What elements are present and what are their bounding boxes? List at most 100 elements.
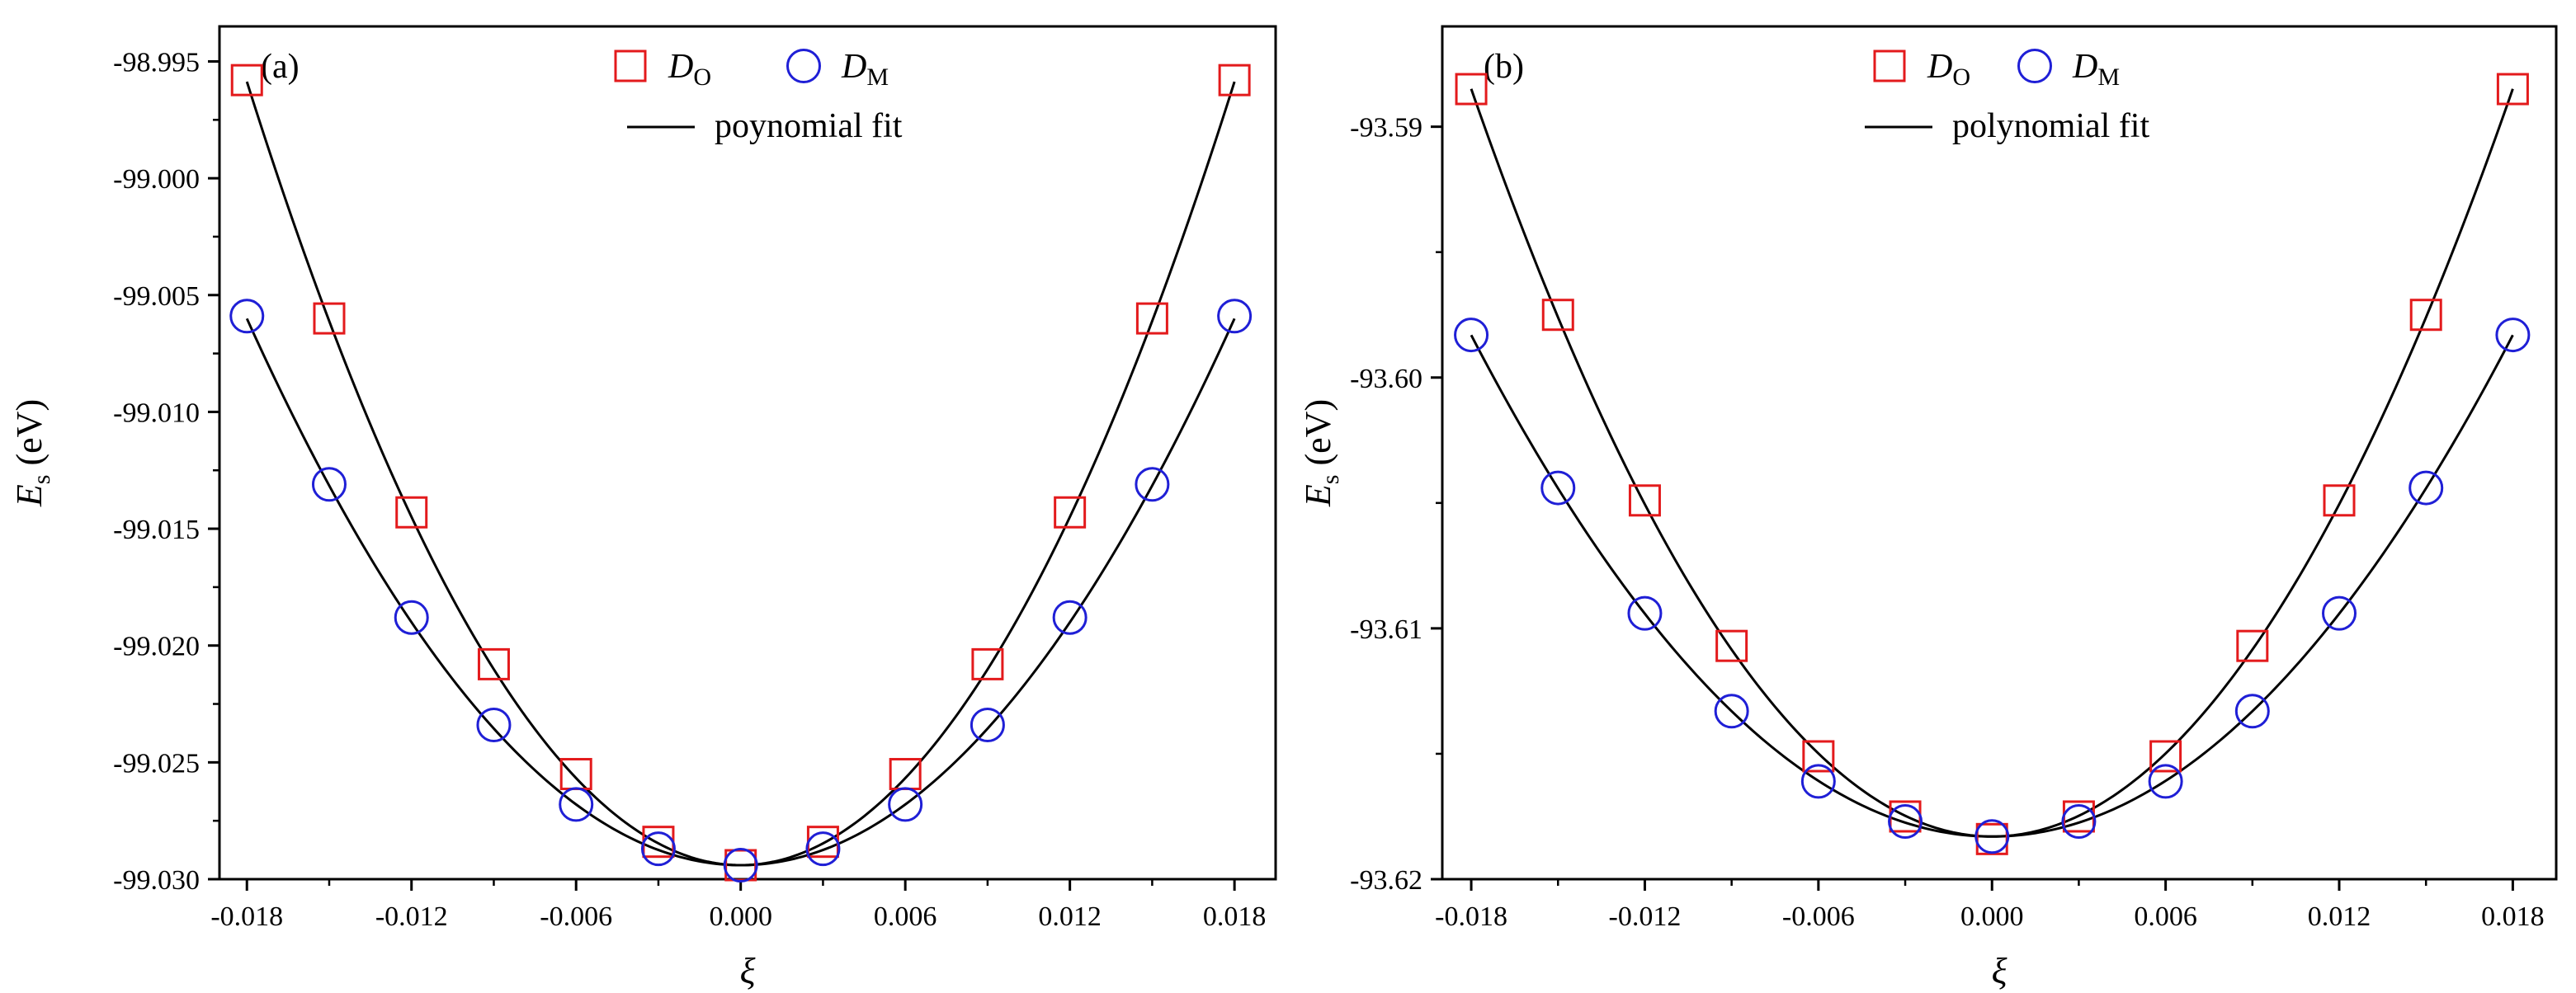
legend-marker-m [2017, 49, 2052, 83]
x-tick-label: 0.006 [2134, 901, 2197, 932]
data-point [1455, 73, 1488, 106]
y-axis-label-subscript: s [1317, 475, 1344, 485]
legend-label-fit: polynomial fit [1952, 107, 2149, 145]
data-point [395, 496, 428, 529]
fit-curve-do [245, 81, 1236, 867]
legend-marker-m [786, 49, 821, 83]
legend-symbol: D [2072, 48, 2097, 86]
y-axis-label-symbol: E [1298, 484, 1338, 507]
data-point [1974, 819, 2010, 854]
y-tick-label: -93.59 [1350, 113, 1422, 144]
data-point [1054, 496, 1087, 529]
y-axis-label-subscript: s [28, 475, 55, 485]
x-tick-label: 0.012 [2308, 901, 2371, 932]
data-point [1218, 64, 1251, 96]
legend-label-o: DO [668, 48, 711, 91]
x-tick-label: 0.018 [1203, 901, 1267, 932]
x-axis-label: ξ [1992, 951, 2007, 991]
y-tick-label: -93.62 [1350, 865, 1422, 896]
x-tick-label: 0.018 [2481, 901, 2545, 932]
data-point [1714, 694, 1749, 729]
x-tick-label: 0.006 [874, 901, 937, 932]
y-tick-label: -99.015 [113, 515, 200, 545]
series-d-m [229, 299, 1253, 883]
data-point [1888, 804, 1923, 840]
legend-marker-o [1873, 49, 1906, 82]
legend-subscript: O [693, 64, 711, 91]
legend-marker-o [614, 49, 647, 82]
legend-label-fit: poynomial fit [715, 107, 903, 145]
y-tick-label: -93.60 [1350, 364, 1422, 394]
data-point [230, 64, 263, 96]
x-tick-label: -0.006 [540, 901, 612, 932]
fit-curve-do [1470, 88, 2514, 838]
data-point [2323, 484, 2356, 517]
legend-symbol: D [668, 48, 693, 86]
chart-panel-a: -0.018 -0.012 -0.006 0.000 0.006 0.012 0.018 -9… [9, 25, 1277, 991]
data-point [2234, 694, 2270, 729]
panel-label: (b) [1484, 48, 1524, 86]
data-point [311, 467, 347, 502]
y-tick-label: -99.010 [113, 398, 200, 428]
data-point [2061, 804, 2097, 840]
data-point [806, 826, 839, 859]
x-tick-label: -0.012 [375, 901, 448, 932]
plot-frame [218, 25, 1277, 881]
legend-subscript: M [866, 64, 889, 91]
y-tick-label: -93.61 [1350, 614, 1422, 645]
y-tick-label: -99.000 [113, 164, 200, 195]
data-point [1135, 467, 1170, 502]
x-tick-label: 0.012 [1038, 901, 1102, 932]
y-tick-label: -99.020 [113, 632, 200, 662]
plot-frame [1441, 25, 2558, 881]
x-tick-label: 0.000 [709, 901, 772, 932]
data-point [1802, 740, 1835, 773]
data-point [2322, 595, 2357, 631]
data-point [1454, 318, 1489, 353]
data-point [889, 758, 922, 791]
legend-label-o: DO [1927, 48, 1970, 91]
data-point [2496, 73, 2529, 106]
y-axis-label: Es (eV) [9, 399, 55, 507]
data-point [2409, 470, 2444, 506]
data-point [1135, 302, 1168, 335]
data-point [313, 302, 346, 335]
x-tick-label: 0.000 [1960, 901, 2024, 932]
data-point [970, 708, 1005, 743]
y-axis-label-unit: (eV) [1298, 399, 1338, 475]
y-axis-label-symbol: E [9, 484, 50, 507]
data-point [1800, 764, 1836, 799]
data-point [2148, 764, 2183, 799]
x-tick-label: -0.018 [210, 901, 283, 932]
data-point [1217, 299, 1253, 334]
data-point [2149, 740, 2182, 773]
series-d-o [230, 64, 1251, 882]
fit-curve-dm [1470, 334, 2514, 838]
data-point [2495, 318, 2531, 353]
data-point [559, 787, 594, 822]
y-tick-label: -98.995 [113, 47, 200, 78]
data-point [477, 647, 510, 680]
data-point [476, 708, 512, 743]
y-tick-label: -99.005 [113, 281, 200, 312]
legend-subscript: O [1952, 64, 1970, 91]
legend-symbol: D [841, 48, 866, 86]
y-axis-label-unit: (eV) [9, 399, 50, 475]
x-tick-label: -0.018 [1435, 901, 1507, 932]
x-tick-label: -0.012 [1609, 901, 1682, 932]
x-tick-label: -0.006 [1782, 901, 1855, 932]
data-point [2236, 629, 2269, 662]
data-point [1715, 629, 1748, 662]
data-point [394, 600, 429, 635]
panel-label: (a) [261, 48, 300, 86]
y-axis-label: Es (eV) [1298, 399, 1344, 507]
data-point [805, 831, 841, 867]
legend-label-m: DM [2072, 48, 2120, 91]
data-point [559, 758, 592, 791]
y-tick-label: -99.030 [113, 865, 200, 896]
data-point [2409, 299, 2442, 332]
series-d-o [1455, 73, 2529, 855]
data-point [1628, 484, 1661, 517]
